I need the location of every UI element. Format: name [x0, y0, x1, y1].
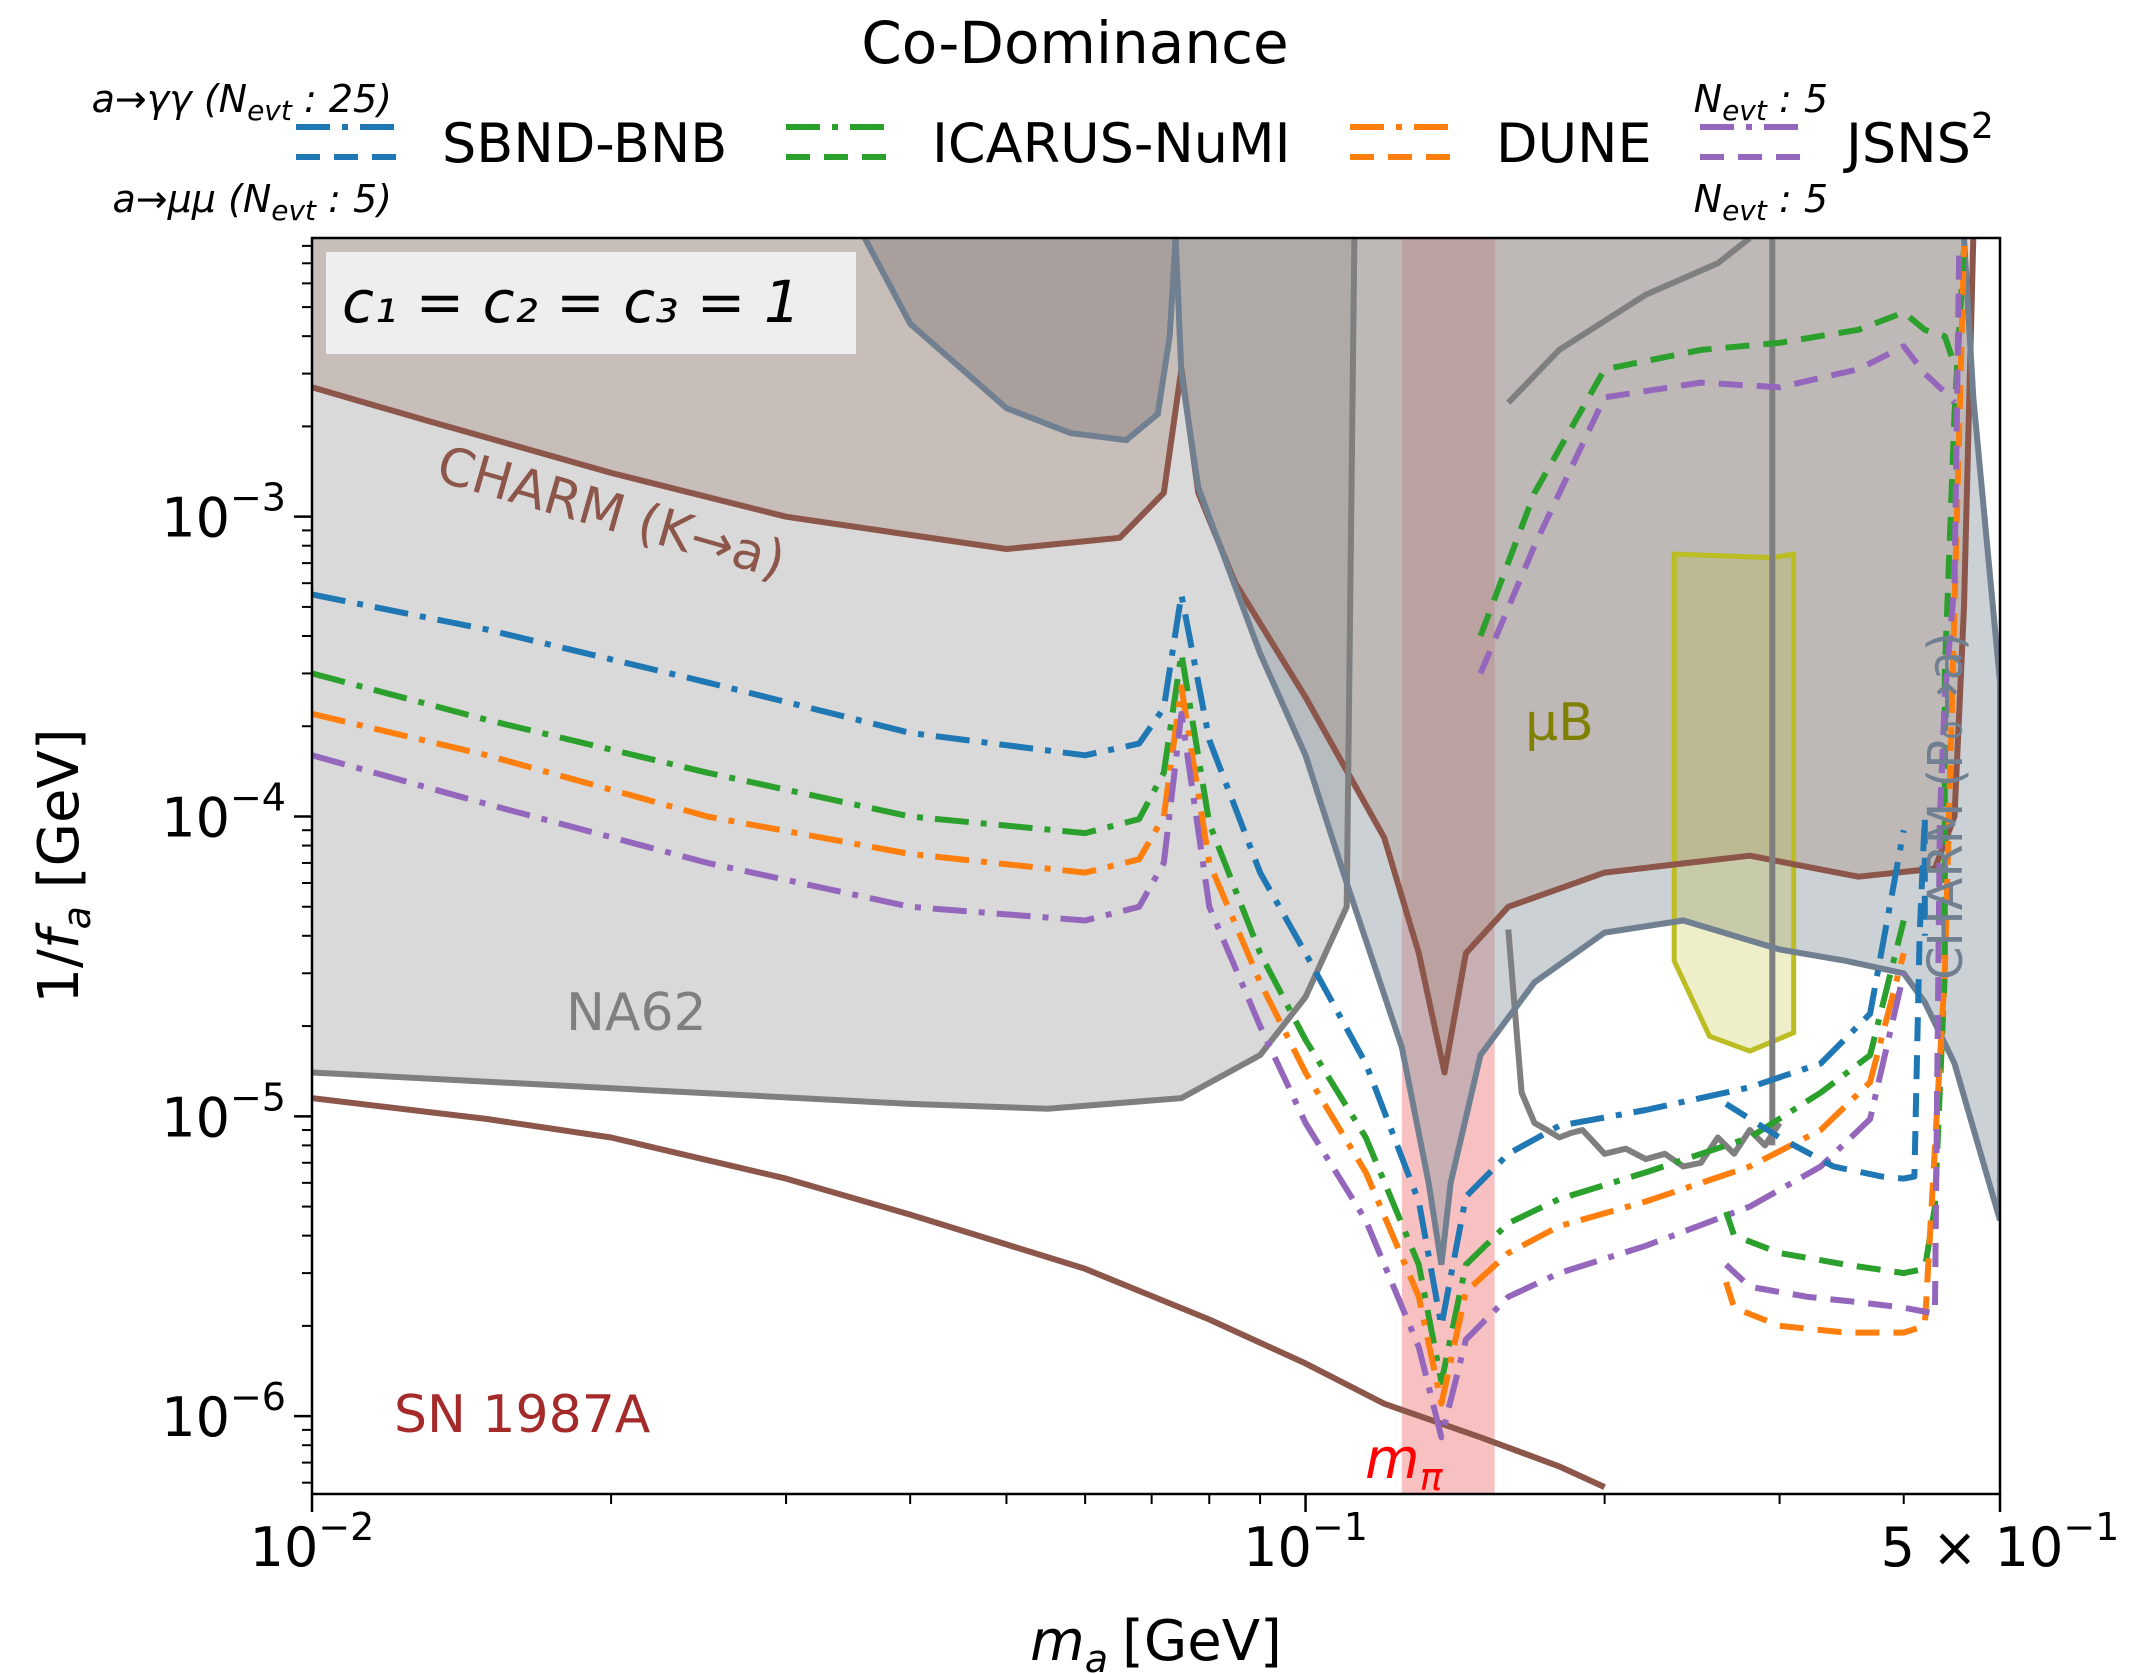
slate-region-vee	[1175, 238, 2000, 1265]
sensitivity-curves	[312, 245, 1967, 1441]
slate-boundary-left	[862, 238, 1179, 444]
legend-note: a→γγ (Nevt : 25)	[92, 77, 392, 127]
chart-title: Co-Dominance	[861, 9, 1288, 77]
legend-label: ICARUS-NuMI	[932, 112, 1291, 175]
series-jsns2-dashdot-3	[312, 710, 1907, 1441]
y-tick-label: 10−3	[161, 476, 286, 550]
gray-upper-arc	[1506, 238, 1752, 405]
na62-region	[312, 238, 1355, 1109]
x-tick-label: 10−1	[1243, 1505, 1368, 1579]
y-axis-label: 1/fa [GeV]	[27, 728, 99, 1003]
series-jsns2-dash-7	[1724, 245, 1963, 1317]
mub-region	[1671, 551, 1797, 1054]
series-jsns2-dash-9	[1477, 343, 1957, 675]
series-sbnd-bnb-dashdot-0	[312, 591, 1907, 1329]
SN1987A-bound	[312, 1095, 1606, 1490]
series-icarus-numi-dashdot-1	[312, 650, 1907, 1385]
charm-p0-label: CHARM (P₀→a)	[1918, 632, 1974, 980]
gray-wiggle	[1505, 929, 1783, 1170]
series-dune-dash-6	[1723, 245, 1967, 1336]
slate-boundary-vee	[1172, 238, 2000, 1266]
mpi-label: mπ	[1365, 1427, 1444, 1499]
x-axis-label: ma [GeV]	[1030, 1609, 1282, 1674]
x-axis: 10−2 10−1 5 × 10−1	[250, 1494, 2120, 1579]
couplings-box	[326, 252, 856, 354]
na62-label: NA62	[566, 983, 707, 1043]
legend-note: Nevt : 5	[1694, 77, 1828, 127]
legend-note: Nevt : 5	[1694, 177, 1828, 227]
plot-area	[312, 238, 2000, 1494]
series-icarus-numi-dash-5	[1723, 245, 1967, 1277]
series-icarus-numi-dash-8	[1477, 309, 1958, 638]
CHARM-K-boundary	[312, 238, 1977, 1076]
legend: a→γγ (Nevt : 25) a→μμ (Nevt : 5) Nevt : 5 N…	[92, 77, 1994, 227]
y-axis: 10−6 10−5 10−4 10−3	[161, 244, 312, 1484]
legend-label: DUNE	[1496, 112, 1652, 175]
x-tick-label: 10−2	[250, 1505, 375, 1579]
mpi-band	[1401, 238, 1495, 1494]
axes-frame	[310, 236, 2002, 1496]
sn-label: SN 1987A	[394, 1385, 651, 1445]
series-sbnd-bnb-dash-4	[1724, 813, 1928, 1182]
NA62-boundary	[312, 238, 1358, 1112]
y-tick-label: 10−6	[161, 1375, 286, 1449]
couplings-label: c₁ = c₂ = c₃ = 1	[342, 268, 801, 336]
slate-region-left	[864, 238, 1176, 441]
series-dune-dashdot-2	[312, 684, 1907, 1407]
y-tick-label: 10−5	[161, 1075, 286, 1149]
y-tick-label: 10−4	[161, 775, 286, 849]
mub-label: μB	[1525, 693, 1594, 753]
legend-label: SBND-BNB	[442, 112, 727, 175]
legend-note: a→μμ (Nevt : 5)	[112, 177, 392, 227]
x-tick-label: 5 × 10−1	[1881, 1505, 2120, 1579]
legend-label: JSNS2	[1843, 106, 1994, 175]
shaded-regions	[312, 238, 2000, 1265]
